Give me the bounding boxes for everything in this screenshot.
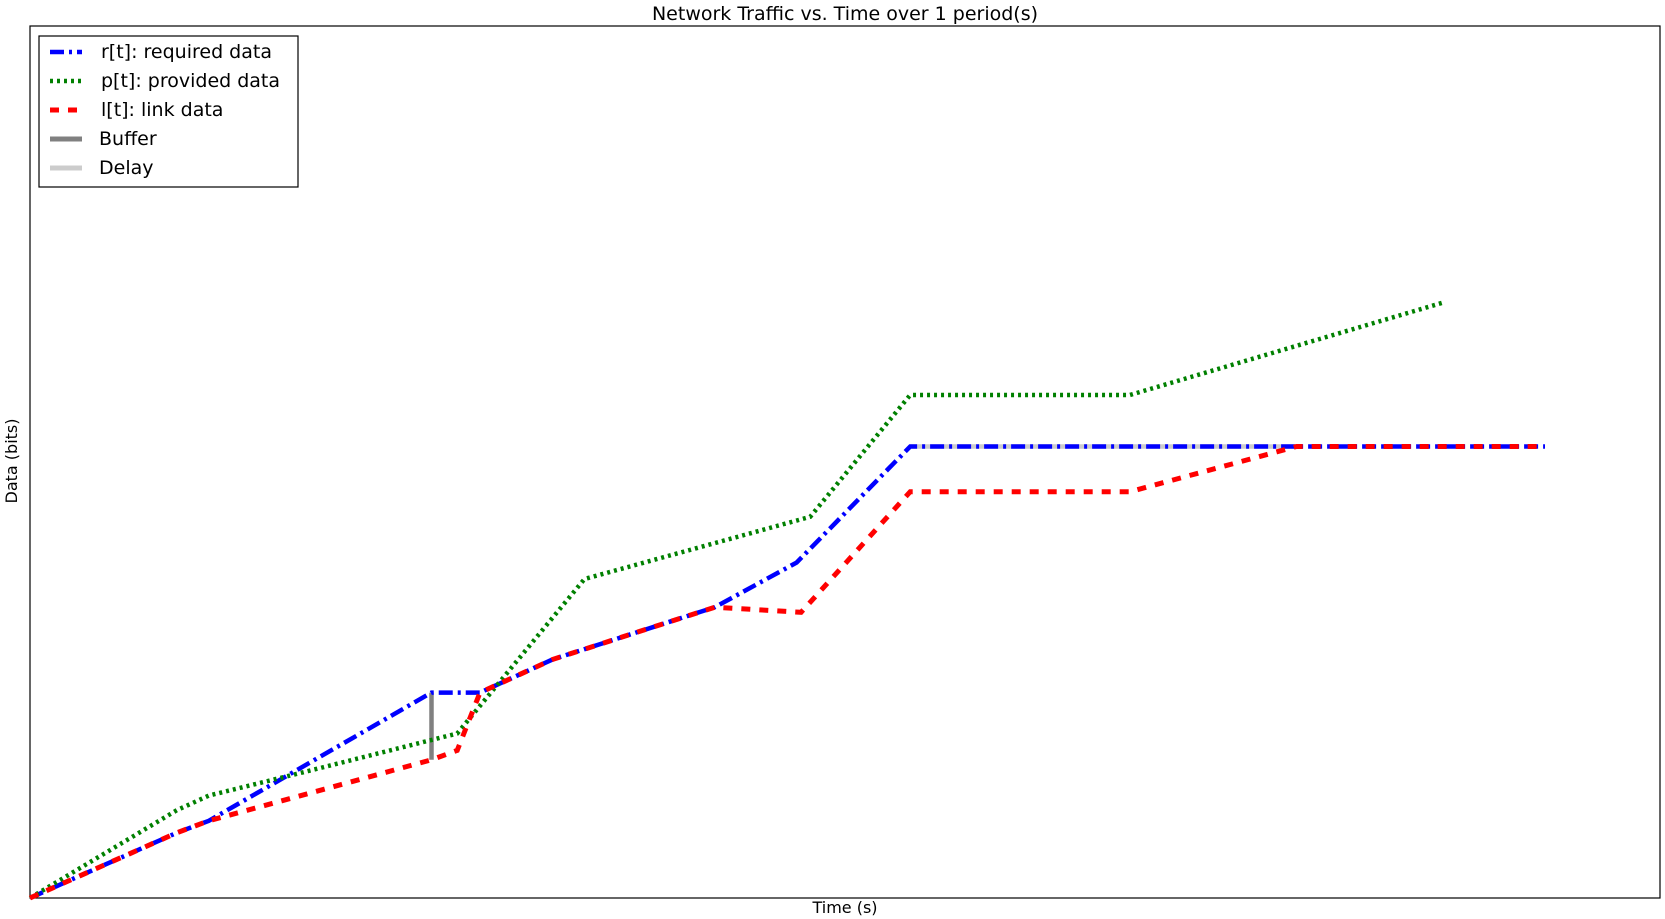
legend: r[t]: required data p[t]: provided data l[… xyxy=(38,35,299,188)
plot-area xyxy=(29,25,1661,899)
y-axis-label: Data (bits) xyxy=(2,419,21,504)
legend-box xyxy=(38,35,299,188)
series-line-l xyxy=(28,444,1545,901)
x-axis-label: Time (s) xyxy=(811,898,877,917)
legend-label-p: p[t]: provided data xyxy=(101,70,280,92)
legend-items: r[t]: required data p[t]: provided data l[… xyxy=(50,41,280,179)
series-line-p xyxy=(28,299,1446,900)
series-line-r xyxy=(29,444,1545,901)
legend-label-buffer: Buffer xyxy=(99,128,157,150)
legend-label-l: l[t]: link data xyxy=(101,99,223,121)
legend-label-delay: Delay xyxy=(99,157,154,179)
series-layer xyxy=(28,299,1545,901)
legend-label-r: r[t]: required data xyxy=(101,41,272,63)
chart-title: Network Traffic vs. Time over 1 period(s… xyxy=(652,3,1038,25)
